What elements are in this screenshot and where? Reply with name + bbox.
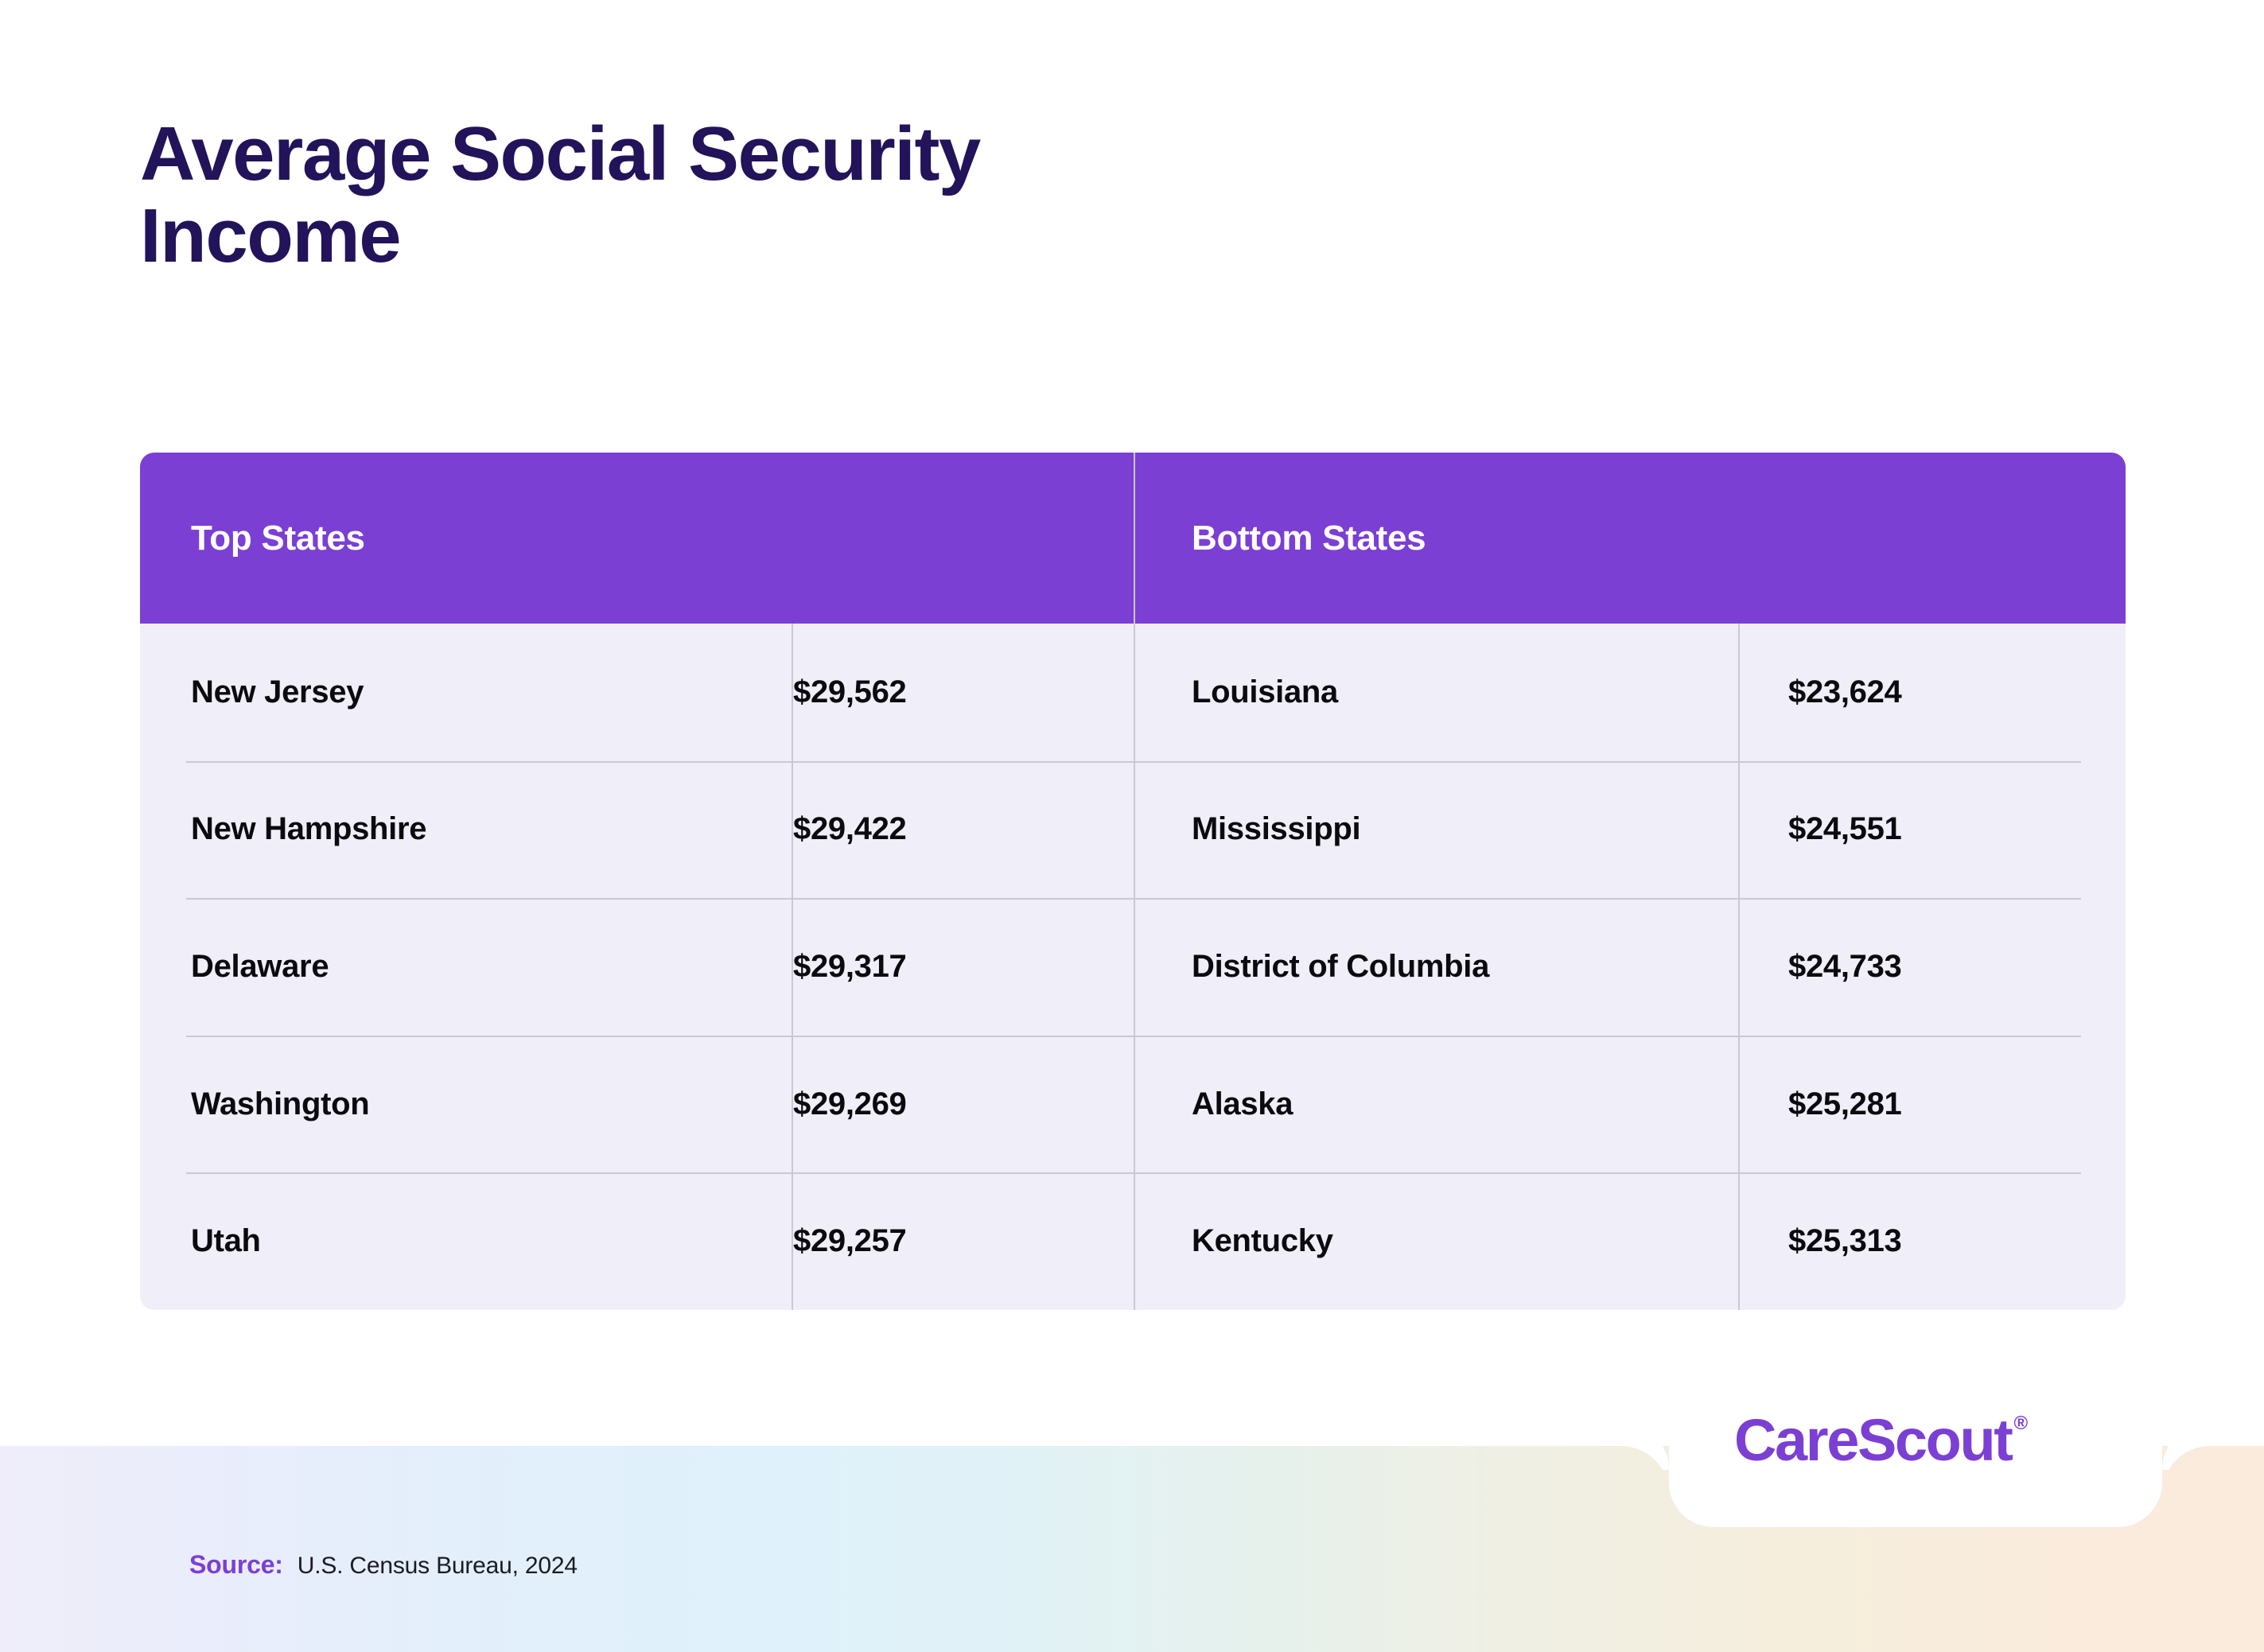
cell-bottom-value: $24,733 (1788, 948, 1902, 984)
cell-top-state: New Jersey (191, 674, 364, 709)
data-table: Top States Bottom States New Jersey $29,… (140, 453, 2126, 1310)
cell-top-state: Utah (191, 1223, 261, 1259)
cell-top-state: Washington (191, 1086, 370, 1121)
cell-bottom-state: Louisiana (1192, 674, 1338, 709)
table-row: Utah $29,257 Kentucky $25,313 (140, 1172, 2126, 1310)
cell-bottom-value: $25,281 (1788, 1086, 1902, 1121)
cell-top-value: $29,269 (793, 1086, 907, 1121)
table-row: New Hampshire $29,422 Mississippi $24,55… (140, 760, 2126, 899)
cell-top-value: $29,257 (793, 1223, 907, 1259)
registered-mark-icon: ® (2013, 1413, 2029, 1434)
cell-bottom-value: $23,624 (1788, 674, 1902, 709)
column-header-bottom-states: Bottom States (1192, 518, 1426, 558)
table-row: Delaware $29,317 District of Columbia $2… (140, 898, 2126, 1036)
cell-bottom-state: Alaska (1192, 1086, 1293, 1121)
title-block: Average Social Security Income (140, 111, 1572, 278)
column-divider-right (1738, 624, 1740, 1310)
carescout-logo: CareScout ® (1734, 1406, 2028, 1474)
cell-top-value: $29,422 (793, 811, 907, 847)
cell-top-state: New Hampshire (191, 811, 427, 847)
cell-bottom-value: $25,313 (1788, 1223, 1902, 1259)
cell-bottom-value: $24,551 (1788, 811, 1902, 847)
logo-wordmark: CareScout (1734, 1407, 2013, 1473)
source-attribution: Source: U.S. Census Bureau, 2024 (189, 1550, 578, 1580)
logo-notch-shape (1669, 1400, 2162, 1527)
cell-top-value: $29,317 (793, 948, 907, 984)
cell-top-value: $29,562 (793, 674, 907, 709)
column-divider-left (792, 624, 793, 1310)
cell-bottom-state: Mississippi (1192, 811, 1361, 847)
cell-bottom-state: District of Columbia (1192, 948, 1490, 984)
column-header-top-states: Top States (191, 518, 365, 558)
table-row: New Jersey $29,562 Louisiana $23,624 (140, 624, 2126, 761)
column-divider-center (1134, 453, 1135, 1310)
source-label: Source: (189, 1550, 283, 1579)
page-title: Average Social Security Income (140, 111, 981, 278)
table-header-row: Top States Bottom States (140, 453, 2126, 624)
table-body: New Jersey $29,562 Louisiana $23,624 New… (140, 624, 2126, 1310)
source-text: U.S. Census Bureau, 2024 (297, 1553, 578, 1579)
table-row: Washington $29,269 Alaska $25,281 (140, 1035, 2126, 1173)
cell-top-state: Delaware (191, 948, 329, 984)
cell-bottom-state: Kentucky (1192, 1223, 1333, 1259)
